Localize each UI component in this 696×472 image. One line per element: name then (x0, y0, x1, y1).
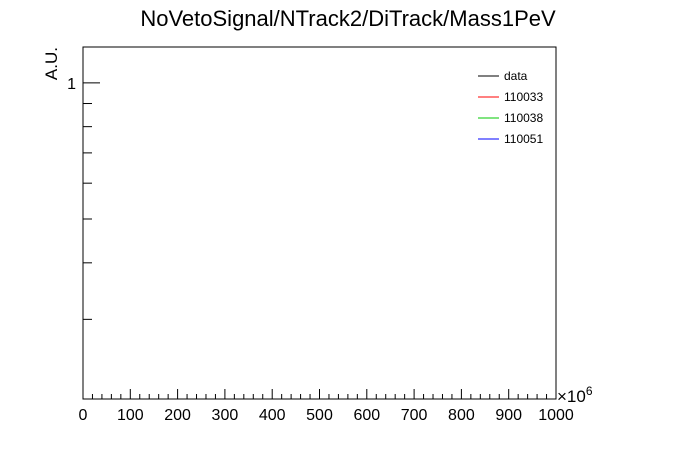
x-tick-label: 0 (79, 407, 88, 424)
x-tick-label: 300 (212, 407, 239, 424)
legend-label: data (504, 69, 528, 83)
x-multiplier-exponent: 6 (586, 384, 593, 398)
x-tick-label: 900 (495, 407, 522, 424)
chart-title: NoVetoSignal/NTrack2/DiTrack/Mass1PeV (140, 6, 556, 31)
x-tick-label: 100 (117, 407, 144, 424)
x-tick-label: 400 (259, 407, 286, 424)
plot-frame (82, 46, 557, 400)
x-tick-label: 700 (401, 407, 428, 424)
x-tick-label: 600 (353, 407, 380, 424)
x-tick-label: 200 (164, 407, 191, 424)
x-tick-label: 1000 (538, 407, 574, 424)
legend-label: 110033 (504, 90, 543, 104)
y-tick-label: 1 (67, 76, 76, 93)
y-axis-label: A.U. (42, 47, 61, 80)
y-axis: 1 (67, 76, 100, 320)
legend: data 110033 110038 110051 (478, 69, 543, 146)
x-axis: 0 100 200 300 400 500 600 700 800 900 1000 (79, 389, 574, 424)
x-tick-label: 500 (306, 407, 333, 424)
legend-label: 110038 (504, 111, 543, 125)
x-axis-multiplier: ×106 (557, 384, 593, 406)
legend-label: 110051 (504, 132, 543, 146)
x-multiplier-base: ×10 (557, 387, 586, 406)
x-tick-label: 800 (448, 407, 475, 424)
